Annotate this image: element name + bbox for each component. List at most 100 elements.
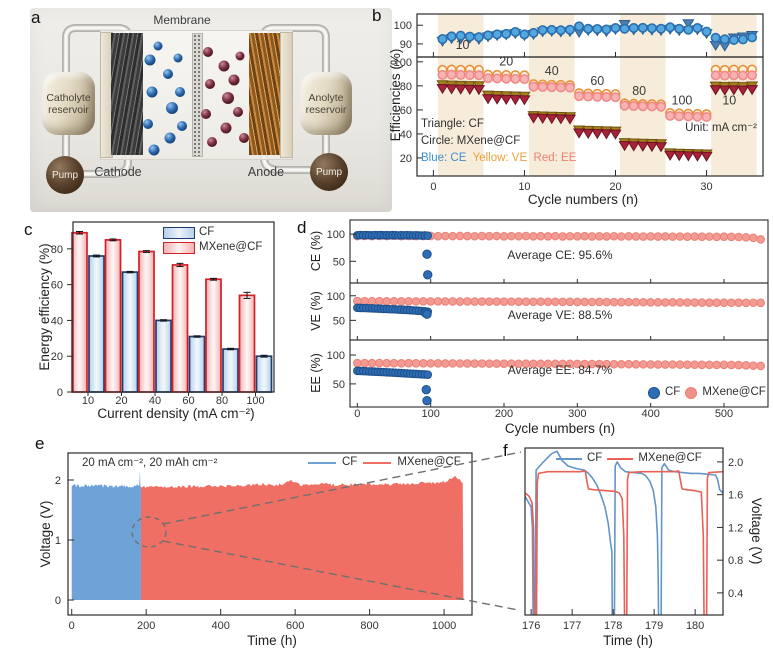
svg-text:1: 1	[55, 535, 61, 547]
panel-letter-c: c	[24, 220, 33, 239]
svg-text:176: 176	[522, 620, 540, 632]
svg-text:0: 0	[354, 408, 360, 420]
cathode-label: Cathode	[94, 165, 142, 179]
e-area-mxene	[140, 475, 464, 600]
svg-text:800: 800	[360, 620, 378, 632]
anode-label: Anode	[247, 165, 285, 179]
b-x-axis-title: Cycle numbers (n)	[527, 192, 639, 207]
anode-frame	[280, 32, 293, 158]
svg-text:60: 60	[590, 74, 604, 88]
svg-text:179: 179	[645, 620, 663, 632]
e-legend-label-cf: CF	[342, 456, 358, 468]
c-y-axis-title: Energy efficiency (%)	[37, 243, 53, 371]
svg-text:10: 10	[518, 181, 530, 193]
svg-text:400: 400	[641, 408, 659, 420]
svg-text:1.6: 1.6	[728, 490, 743, 502]
d-legend-label-mxene: MXene@CF	[702, 386, 766, 398]
f-legend-label-mxene: MXene@CF	[638, 452, 702, 464]
f-legend-line-mxene	[607, 457, 634, 460]
svg-text:100: 100	[421, 408, 439, 420]
panel-letter-f: f	[503, 441, 508, 460]
svg-text:40: 40	[51, 315, 63, 327]
panel-e-chart: 0 1 2 0 200 400 600 800 1000	[55, 451, 522, 632]
c-legend: CF MXene@CF	[163, 226, 262, 254]
catholyte-reservoir: Catholyte reservoir	[42, 72, 95, 135]
b-legend-line3: Blue: CE Yellow: VE Red: EE	[421, 152, 576, 165]
svg-text:100: 100	[394, 20, 412, 32]
svg-text:40: 40	[400, 129, 412, 141]
f-series-mxene-cf	[525, 470, 723, 615]
e-zoom-connector-top	[162, 451, 522, 525]
b-unit-label: Unit: mA cm⁻²	[685, 122, 757, 134]
b-legend-blue-ce: Blue: CE	[421, 152, 467, 164]
d-ce-axis-title: CE (%)	[308, 230, 323, 272]
e-annotation: 20 mA cm⁻², 20 mAh cm⁻²	[82, 457, 218, 469]
svg-text:20: 20	[51, 351, 63, 363]
d-x-axis-title: Cycle numbers (n)	[504, 421, 616, 436]
svg-text:0: 0	[430, 181, 436, 193]
ion-spheres	[143, 41, 249, 156]
svg-text:10: 10	[456, 38, 470, 52]
svg-text:80: 80	[632, 84, 646, 98]
svg-text:40: 40	[545, 64, 559, 78]
d-series-cf-ee	[353, 366, 433, 406]
d-series-cf-ce	[353, 230, 433, 280]
svg-text:100: 100	[327, 229, 345, 241]
d-ee-axis-title: EE (%)	[308, 353, 323, 393]
panel-letter-b: b	[372, 6, 382, 25]
panel-letter-d: d	[297, 218, 307, 237]
d-annotation-ee: Average EE: 84.7%	[507, 363, 613, 377]
e-legend-line-mxene	[363, 461, 392, 464]
d-legend-dot-mxene	[685, 386, 698, 399]
f-legend-line-cf	[556, 457, 582, 460]
d-annotation-ce: Average CE: 95.6%	[507, 248, 613, 262]
e-zoom-circle	[131, 516, 167, 548]
svg-text:10: 10	[82, 395, 94, 407]
svg-text:30: 30	[700, 181, 712, 193]
svg-text:10: 10	[722, 93, 736, 107]
svg-text:20: 20	[115, 395, 127, 407]
panel-c-chart: 10 20 40 60 80 100 0 20 40 60 80	[51, 221, 275, 407]
pump-left-label: Pump	[51, 169, 79, 181]
e-legend: CF MXene@CF	[308, 456, 461, 469]
b-legend-yellow-ve: Yellow: VE	[472, 152, 528, 164]
d-annotation-ve: Average VE: 88.5%	[507, 308, 613, 322]
f-x-axis-title: Time (h)	[603, 633, 653, 648]
svg-text:2: 2	[55, 475, 61, 487]
svg-text:60: 60	[182, 395, 194, 407]
svg-text:200: 200	[137, 620, 155, 632]
membrane-strip	[192, 33, 203, 157]
svg-text:180: 180	[686, 620, 704, 632]
d-series-mxene-ee	[353, 358, 765, 371]
f-legend-label-cf: CF	[587, 452, 603, 464]
svg-text:100: 100	[327, 350, 345, 362]
electrolyte-ions-graphic	[143, 41, 249, 156]
f-y-axis-title: Voltage (V)	[748, 497, 764, 565]
c-legend-swatch-cf	[163, 226, 195, 239]
svg-text:50: 50	[333, 315, 345, 327]
svg-text:400: 400	[211, 620, 229, 632]
b-y-axis-title: Efficiencies (%)	[388, 48, 404, 142]
b-series-ee-cf	[436, 84, 759, 162]
b-legend-red-ee: Red: EE	[533, 152, 577, 164]
catholyte-reservoir-label: Catholyte reservoir	[46, 91, 91, 116]
f-legend: CF MXene@CF	[556, 452, 702, 465]
b-series-ce-mxene-cf	[437, 21, 758, 45]
svg-text:2.0: 2.0	[728, 457, 743, 469]
d-legend-dot-cf	[648, 386, 660, 399]
b-series-ee-mxene-cf	[437, 69, 758, 122]
svg-text:80: 80	[400, 81, 412, 93]
svg-text:50: 50	[333, 379, 345, 391]
pump-right-label: Pump	[315, 166, 343, 178]
svg-text:1000: 1000	[432, 620, 456, 632]
svg-text:500: 500	[715, 408, 733, 420]
svg-text:0: 0	[69, 620, 75, 632]
cathode-electrode	[111, 33, 143, 155]
c-legend-item-cf: CF	[163, 226, 262, 239]
svg-text:178: 178	[604, 620, 622, 632]
panel-f-chart: 0.4 0.8 1.2 1.6 2.0 176 177 178 179 180	[522, 447, 743, 632]
c-x-axis-title: Current density (mA cm⁻²)	[97, 406, 255, 421]
c-legend-swatch-mxene	[163, 241, 195, 254]
